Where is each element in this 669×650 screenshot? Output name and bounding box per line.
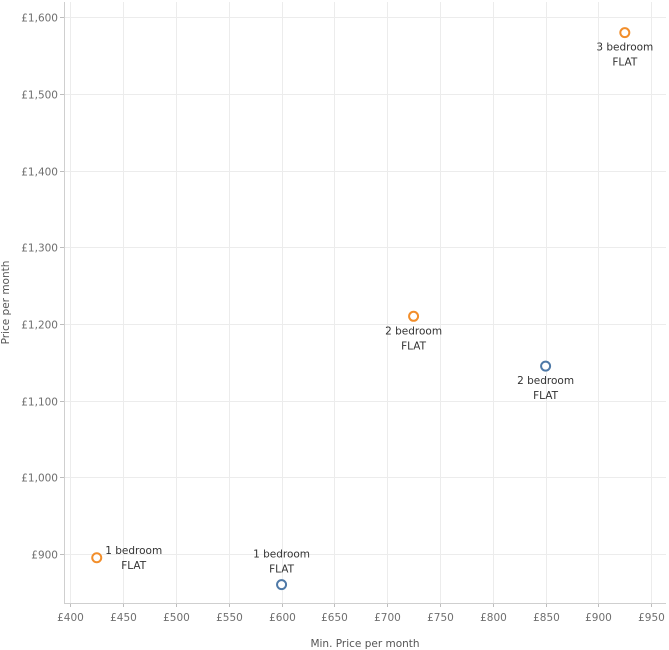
- y-tick-label: £1,400: [21, 167, 58, 179]
- y-tick-label: £1,600: [21, 13, 58, 25]
- data-label: 2 bedroom: [385, 325, 442, 337]
- x-tick-label: £850: [533, 612, 560, 624]
- x-tick-label: £750: [427, 612, 454, 624]
- x-tick-label: £700: [374, 612, 401, 624]
- y-axis-title: Price per month: [0, 261, 12, 345]
- data-point[interactable]: [540, 360, 552, 372]
- y-tick-label: £1,300: [21, 243, 58, 255]
- data-points: 1 bedroom FLAT 2 bedroom FLAT 3 bedroom FLAT 1…: [91, 27, 653, 591]
- data-label: FLAT: [401, 340, 426, 352]
- x-tick-label: £600: [269, 612, 296, 624]
- x-axis-title: Min. Price per month: [310, 638, 419, 650]
- x-tick-label: £950: [638, 612, 665, 624]
- data-point[interactable]: [408, 310, 420, 322]
- data-label: 1 bedroom: [253, 549, 310, 561]
- tick-labels: £400 £450 £500 £550 £600 £650 £700 £750 £800 £850…: [21, 13, 665, 625]
- data-label: FLAT: [533, 390, 558, 402]
- y-tick-label: £1,100: [21, 397, 58, 409]
- data-point[interactable]: [276, 579, 288, 591]
- data-point[interactable]: [619, 27, 631, 39]
- data-label: 1 bedroom: [105, 545, 162, 557]
- data-label: FLAT: [121, 560, 146, 572]
- data-label: 3 bedroom: [596, 42, 653, 54]
- data-label: 2 bedroom: [517, 375, 574, 387]
- data-label: FLAT: [269, 564, 294, 576]
- x-tick-label: £500: [163, 612, 190, 624]
- x-tick-label: £800: [480, 612, 507, 624]
- y-tick-label: £1,500: [21, 90, 58, 102]
- x-tick-label: £900: [585, 612, 612, 624]
- grid: [64, 2, 666, 603]
- axes: [60, 2, 666, 607]
- x-tick-label: £650: [321, 612, 348, 624]
- y-tick-label: £900: [31, 550, 58, 562]
- data-label: FLAT: [612, 57, 637, 69]
- x-tick-label: £450: [110, 612, 137, 624]
- y-tick-label: £1,200: [21, 320, 58, 332]
- y-tick-label: £1,000: [21, 473, 58, 485]
- x-tick-label: £550: [216, 612, 243, 624]
- data-point[interactable]: [91, 552, 103, 564]
- x-tick-label: £400: [57, 612, 84, 624]
